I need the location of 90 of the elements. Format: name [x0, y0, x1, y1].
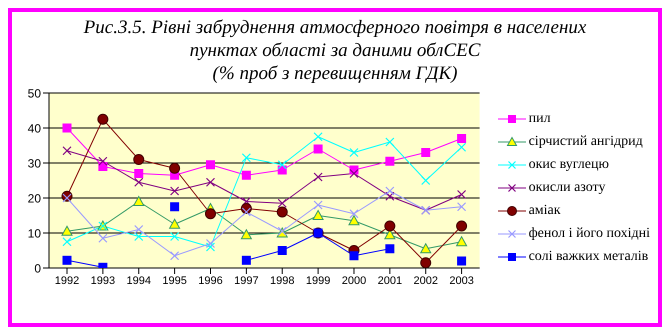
x-tick-label: 2002 [413, 274, 438, 287]
point [170, 251, 180, 260]
point [349, 168, 359, 178]
point [349, 251, 358, 260]
point [348, 215, 360, 226]
point [169, 162, 180, 174]
point [420, 243, 432, 254]
legend-label: фенол і його похідні [528, 226, 650, 242]
point [170, 232, 180, 242]
point [457, 256, 466, 266]
point [314, 200, 323, 210]
point [62, 193, 72, 203]
x-tick-label: 1995 [162, 274, 187, 287]
y-tick-label: 50 [28, 86, 42, 100]
point [384, 220, 396, 232]
point [206, 160, 215, 170]
point [62, 237, 72, 246]
x-tick-label: 1998 [270, 274, 294, 287]
point [134, 232, 144, 242]
point [204, 208, 216, 220]
x-tick-label: 1997 [234, 274, 259, 287]
point [456, 202, 466, 212]
point [385, 244, 394, 254]
y-tick-label: 30 [28, 156, 42, 170]
point [385, 192, 394, 201]
point [278, 160, 287, 170]
y-tick-label: 40 [28, 121, 42, 136]
point [133, 196, 144, 206]
point [421, 148, 430, 157]
point [242, 256, 251, 265]
point [456, 220, 468, 232]
x-tick-label: 2001 [378, 274, 402, 287]
point [242, 153, 251, 162]
point [133, 154, 144, 165]
point [62, 256, 72, 265]
y-tick-label: 0 [34, 261, 42, 276]
point [170, 202, 180, 212]
point [98, 156, 108, 166]
x-tick-label: 1999 [306, 274, 330, 287]
point [420, 257, 432, 268]
legend-label: аміак [528, 202, 561, 218]
point [385, 137, 394, 147]
point [62, 146, 72, 156]
chart-subtitle: (% проб з перевищенням ГДК) [212, 62, 458, 85]
point [278, 246, 287, 255]
point [134, 169, 144, 178]
point [169, 218, 180, 229]
point [385, 186, 394, 196]
point [276, 206, 288, 218]
point [312, 210, 324, 220]
point [349, 148, 359, 158]
point [62, 124, 72, 132]
legend-label: солі важких металів [528, 248, 648, 264]
point [170, 186, 180, 196]
point [134, 178, 144, 187]
y-tick-label: 20 [28, 191, 42, 206]
point [421, 176, 430, 186]
legend-label: пил [528, 110, 551, 126]
point [457, 134, 466, 143]
point [242, 196, 251, 206]
point [206, 242, 216, 252]
point [242, 170, 251, 180]
legend-label: окисли азоту [528, 180, 606, 196]
point [456, 190, 466, 200]
x-tick-label: 2000 [342, 274, 366, 287]
legend-label: окис вуглецю [528, 156, 609, 172]
point [134, 224, 144, 234]
x-tick-label: 1996 [198, 274, 223, 287]
point [314, 132, 323, 142]
point [62, 226, 72, 236]
point [206, 178, 216, 187]
point [314, 172, 323, 182]
point [456, 142, 466, 152]
point [314, 144, 323, 154]
point [206, 238, 216, 248]
x-tick-label: 1992 [54, 274, 80, 287]
point [349, 209, 359, 218]
point [98, 234, 108, 243]
legend-label: сірчистий ангідрид [528, 134, 643, 150]
x-tick-label: 1994 [126, 274, 151, 287]
chart-title: Рис.3.5. Рівні забруднення атмосферного повітря в населених пунктах області за даними облСЕС [82, 16, 588, 62]
point [242, 207, 251, 217]
point [456, 236, 468, 246]
x-tick-label: 2003 [449, 274, 474, 287]
point [278, 198, 287, 208]
x-tick-label: 1993 [90, 274, 116, 287]
point [240, 229, 252, 240]
y-tick-label: 10 [28, 226, 42, 240]
point [97, 114, 108, 125]
point [385, 156, 394, 166]
